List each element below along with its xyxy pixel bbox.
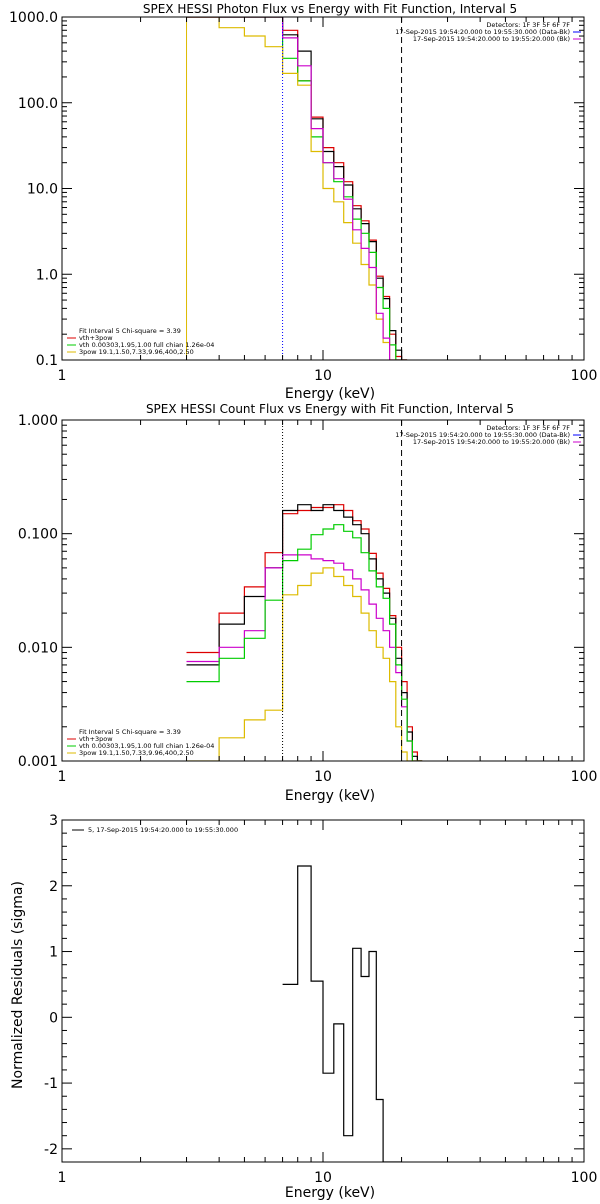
x-tick-label: 10 bbox=[314, 368, 332, 384]
residuals-ylabel: Normalized Residuals (sigma) bbox=[10, 881, 26, 1089]
y-tick-label: 1000.0 bbox=[9, 10, 58, 26]
legend-bottomleft-entry: Fit Interval 5 Chi-square = 3.39 bbox=[79, 728, 181, 736]
y-tick-label: 0 bbox=[49, 1010, 58, 1026]
x-tick-label: 10 bbox=[314, 769, 332, 785]
x-tick-label: 1 bbox=[58, 769, 67, 785]
plot-area bbox=[282, 865, 402, 1162]
y-tick-label: 0.010 bbox=[18, 640, 58, 656]
legend-topright-entry: Detectors: 1F 3F 5F 6F 7F bbox=[486, 424, 570, 432]
plot-area bbox=[186, 17, 408, 360]
legend-topright-entry: 17-Sep-2015 19:54:20.000 to 19:55:20.000… bbox=[413, 35, 570, 43]
legend-topright-entry: Detectors: 1F 3F 5F 6F 7F bbox=[486, 21, 570, 29]
y-tick-label: -1 bbox=[44, 1076, 58, 1092]
series-line-0 bbox=[282, 865, 402, 1162]
legend-bottomleft-entry: vth+3pow bbox=[79, 334, 113, 342]
legend-bottomleft-entry: 3pow 19.1,1.50,7.33,9.96,400,2.50 bbox=[79, 749, 194, 757]
legend-bottomleft-entry: 3pow 19.1,1.50,7.33,9.96,400,2.50 bbox=[79, 348, 194, 356]
y-tick-label: 1.000 bbox=[18, 413, 58, 429]
photon-flux-xlabel: Energy (keV) bbox=[285, 386, 375, 402]
count-flux-title: SPEX HESSI Count Flux vs Energy with Fit… bbox=[146, 402, 514, 416]
count-flux-xlabel: Energy (keV) bbox=[285, 788, 375, 804]
x-tick-label: 10 bbox=[314, 1170, 332, 1186]
y-tick-label: 10.0 bbox=[27, 182, 58, 198]
series-line-0 bbox=[186, 17, 408, 360]
series-line-1 bbox=[186, 504, 423, 761]
series-line-4 bbox=[186, 567, 423, 761]
x-tick-label: 1 bbox=[58, 1170, 67, 1186]
series-line-0 bbox=[186, 504, 423, 761]
legend-topright-entry: 17-Sep-2015 19:54:20.000 to 19:55:20.000… bbox=[413, 438, 570, 446]
y-tick-label: 3 bbox=[49, 813, 58, 829]
y-tick-label: 1.0 bbox=[36, 267, 58, 283]
series-line-3 bbox=[186, 17, 408, 360]
axes-frame bbox=[61, 419, 585, 762]
legend-topright-entry: 17-Sep-2015 19:54:20.000 to 19:55:30.000… bbox=[395, 28, 570, 36]
x-tick-label: 100 bbox=[571, 769, 598, 785]
series-line-2 bbox=[186, 17, 408, 360]
x-tick-label: 1 bbox=[58, 368, 67, 384]
y-tick-label: 0.1 bbox=[36, 353, 58, 369]
series-line-3 bbox=[186, 524, 423, 761]
y-tick-label: 1 bbox=[49, 945, 58, 961]
legend-bottomleft-entry: vth+3pow bbox=[79, 735, 113, 743]
count-flux-panel: SPEX HESSI Count Flux vs Energy with Fit… bbox=[18, 402, 597, 804]
y-tick-label: 2 bbox=[49, 879, 58, 895]
plot-area bbox=[186, 504, 423, 761]
y-tick-label: 0.100 bbox=[18, 527, 58, 543]
y-tick-label: 100.0 bbox=[18, 96, 58, 112]
y-tick-label: -2 bbox=[44, 1142, 58, 1158]
x-tick-label: 100 bbox=[571, 1170, 598, 1186]
legend-topleft-entry: 5, 17-Sep-2015 19:54:20.000 to 19:55:30.… bbox=[88, 826, 238, 834]
photon-flux-title: SPEX HESSI Photon Flux vs Energy with Fi… bbox=[143, 2, 517, 16]
residuals-xlabel: Energy (keV) bbox=[285, 1185, 375, 1200]
y-tick-label: 0.001 bbox=[18, 754, 58, 770]
legend-topright-entry: 17-Sep-2015 19:54:20.000 to 19:55:30.000… bbox=[395, 431, 570, 439]
photon-flux-panel: SPEX HESSI Photon Flux vs Energy with Fi… bbox=[9, 2, 597, 402]
residuals-panel: Energy (keV) Normalized Residuals (sigma… bbox=[10, 813, 598, 1201]
legend-bottomleft-entry: vth 0.00303,1.95,1.00 full chian 1.26e-0… bbox=[79, 341, 214, 349]
series-line-1 bbox=[186, 17, 408, 360]
x-tick-label: 100 bbox=[571, 368, 598, 384]
legend-bottomleft-entry: Fit Interval 5 Chi-square = 3.39 bbox=[79, 327, 181, 335]
series-line-4 bbox=[186, 17, 408, 360]
legend-bottomleft-entry: vth 0.00303,1.95,1.00 full chian 1.26e-0… bbox=[79, 742, 214, 750]
